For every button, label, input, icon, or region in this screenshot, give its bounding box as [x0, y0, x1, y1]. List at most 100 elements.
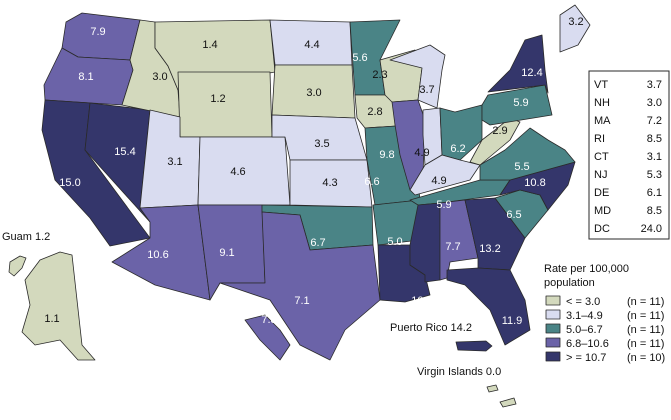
- small-state-name-ct: CT: [594, 151, 609, 163]
- state-rate-il: 9.8: [379, 149, 394, 161]
- state-rate-ok: 6.7: [310, 237, 325, 249]
- state-rate-ak: 1.1: [44, 313, 59, 325]
- small-state-rate-ma: 7.2: [647, 115, 662, 127]
- legend-swatch-bin1: [545, 295, 561, 306]
- legend-label-bin5: > = 10.7: [566, 352, 606, 364]
- small-state-name-vt: VT: [594, 79, 608, 91]
- legend-swatch-bin3: [545, 323, 561, 334]
- guam-label: Guam 1.2: [2, 231, 50, 243]
- state-rate-co: 4.6: [230, 166, 245, 178]
- state-ak: [21, 251, 96, 361]
- small-state-name-dc: DC: [594, 223, 610, 235]
- guam-shape: [8, 255, 27, 277]
- state-rate-me: 3.2: [568, 16, 583, 28]
- state-rate-wv: 2.9: [492, 125, 507, 137]
- legend-title-line2: population: [544, 277, 595, 289]
- state-rate-wi: 2.3: [372, 69, 387, 81]
- state-rate-tn: 5.9: [436, 199, 451, 211]
- small-state-name-de: DE: [594, 187, 609, 199]
- legend-title-line1: Rate per 100,000: [544, 263, 629, 275]
- state-mi: [389, 44, 446, 109]
- small-state-name-ma: MA: [594, 115, 611, 127]
- legend-swatch-bin2: [545, 309, 561, 320]
- state-rate-ca: 15.0: [59, 177, 80, 189]
- small-state-rows: VT 3.7 NH 3.0 MA 7.2 RI 8.5 CT 3.1 NJ 5.…: [594, 79, 662, 235]
- state-ky: [409, 154, 481, 196]
- state-rate-al: 7.7: [445, 241, 460, 253]
- state-rate-wy: 1.2: [210, 93, 225, 105]
- state-rate-ms: 10.9: [411, 295, 432, 307]
- virgin-islands-shape-2: [499, 397, 517, 408]
- state-rate-sd: 3.0: [306, 87, 321, 99]
- legend-swatch-bin4: [545, 337, 561, 348]
- puerto-rico-label: Puerto Rico 14.2: [390, 322, 472, 334]
- state-rate-az: 10.6: [147, 249, 168, 261]
- state-rate-ia: 2.8: [367, 106, 382, 118]
- legend: Rate per 100,000 population < = 3.0 (n =…: [544, 263, 665, 364]
- small-state-rate-nj: 5.3: [647, 169, 662, 181]
- state-rate-tx: 7.1: [294, 295, 309, 307]
- legend-swatch-bin5: [545, 351, 561, 362]
- state-rate-ut: 3.1: [167, 156, 182, 168]
- small-state-rate-md: 8.5: [647, 205, 662, 217]
- small-state-name-md: MD: [594, 205, 611, 217]
- state-rate-nd: 4.4: [304, 39, 319, 51]
- legend-count-bin4: (n = 11): [627, 338, 664, 350]
- legend-label-bin2: 3.1–4.9: [566, 310, 603, 322]
- state-rate-wa: 7.9: [90, 26, 105, 38]
- state-rate-hi: 7.8: [261, 314, 276, 326]
- state-ms: [409, 202, 441, 283]
- state-va: [479, 127, 576, 181]
- state-rate-or: 8.1: [78, 71, 93, 83]
- state-rate-nm: 9.1: [219, 247, 234, 259]
- state-rate-mo: 6.6: [364, 176, 379, 188]
- legend-count-bin1: (n = 11): [627, 296, 664, 308]
- small-state-rate-vt: 3.7: [647, 79, 662, 91]
- state-rate-mt: 1.4: [202, 39, 217, 51]
- puerto-rico-shape: [455, 340, 493, 352]
- small-state-name-nj: NJ: [594, 169, 607, 181]
- state-rate-in: 4.9: [414, 147, 429, 159]
- state-fl: [446, 267, 531, 346]
- state-wv: [469, 117, 521, 166]
- legend-count-bin3: (n = 11): [627, 324, 664, 336]
- virgin-islands-shape: [486, 384, 499, 393]
- legend-count-bin2: (n = 11): [627, 310, 664, 322]
- state-hi: [244, 314, 291, 361]
- state-rate-va: 5.5: [514, 161, 529, 173]
- small-state-name-ri: RI: [594, 133, 605, 145]
- state-rate-la: 16.1: [379, 336, 400, 348]
- state-me: [559, 4, 591, 53]
- small-state-rate-nh: 3.0: [647, 97, 662, 109]
- small-state-rate-de: 6.1: [647, 187, 662, 199]
- legend-label-bin4: 6.8–10.6: [566, 338, 609, 350]
- state-rate-pa: 5.9: [513, 97, 528, 109]
- state-rate-id: 3.0: [152, 71, 167, 83]
- virgin-islands-label: Virgin Islands 0.0: [417, 366, 501, 378]
- state-rate-sc: 6.5: [506, 209, 521, 221]
- state-ny: [487, 34, 549, 94]
- small-state-name-nh: NH: [594, 97, 610, 109]
- small-state-rate-ct: 3.1: [647, 151, 662, 163]
- state-rate-ks: 4.3: [322, 177, 337, 189]
- state-rate-ny: 12.4: [521, 67, 542, 79]
- state-rate-ne: 3.5: [314, 138, 329, 150]
- legend-label-bin3: 5.0–6.7: [566, 324, 603, 336]
- state-rate-mi: 3.7: [419, 84, 434, 96]
- state-rate-oh: 6.2: [450, 143, 465, 155]
- state-rate-ar: 5.0: [387, 236, 402, 248]
- state-rate-fl: 11.9: [502, 315, 523, 327]
- state-rate-ky: 4.9: [431, 175, 446, 187]
- state-pa: [481, 84, 553, 126]
- state-rate-ga: 13.2: [479, 243, 500, 255]
- state-rate-nv: 15.4: [114, 146, 135, 158]
- state-rate-nc: 10.8: [524, 177, 545, 189]
- legend-label-bin1: < = 3.0: [566, 296, 600, 308]
- legend-count-bin5: (n = 10): [627, 352, 665, 364]
- small-state-rate-ri: 8.5: [647, 133, 662, 145]
- small-state-rate-dc: 24.0: [641, 223, 662, 235]
- small-state-table: [588, 70, 670, 240]
- state-tx: [219, 211, 381, 361]
